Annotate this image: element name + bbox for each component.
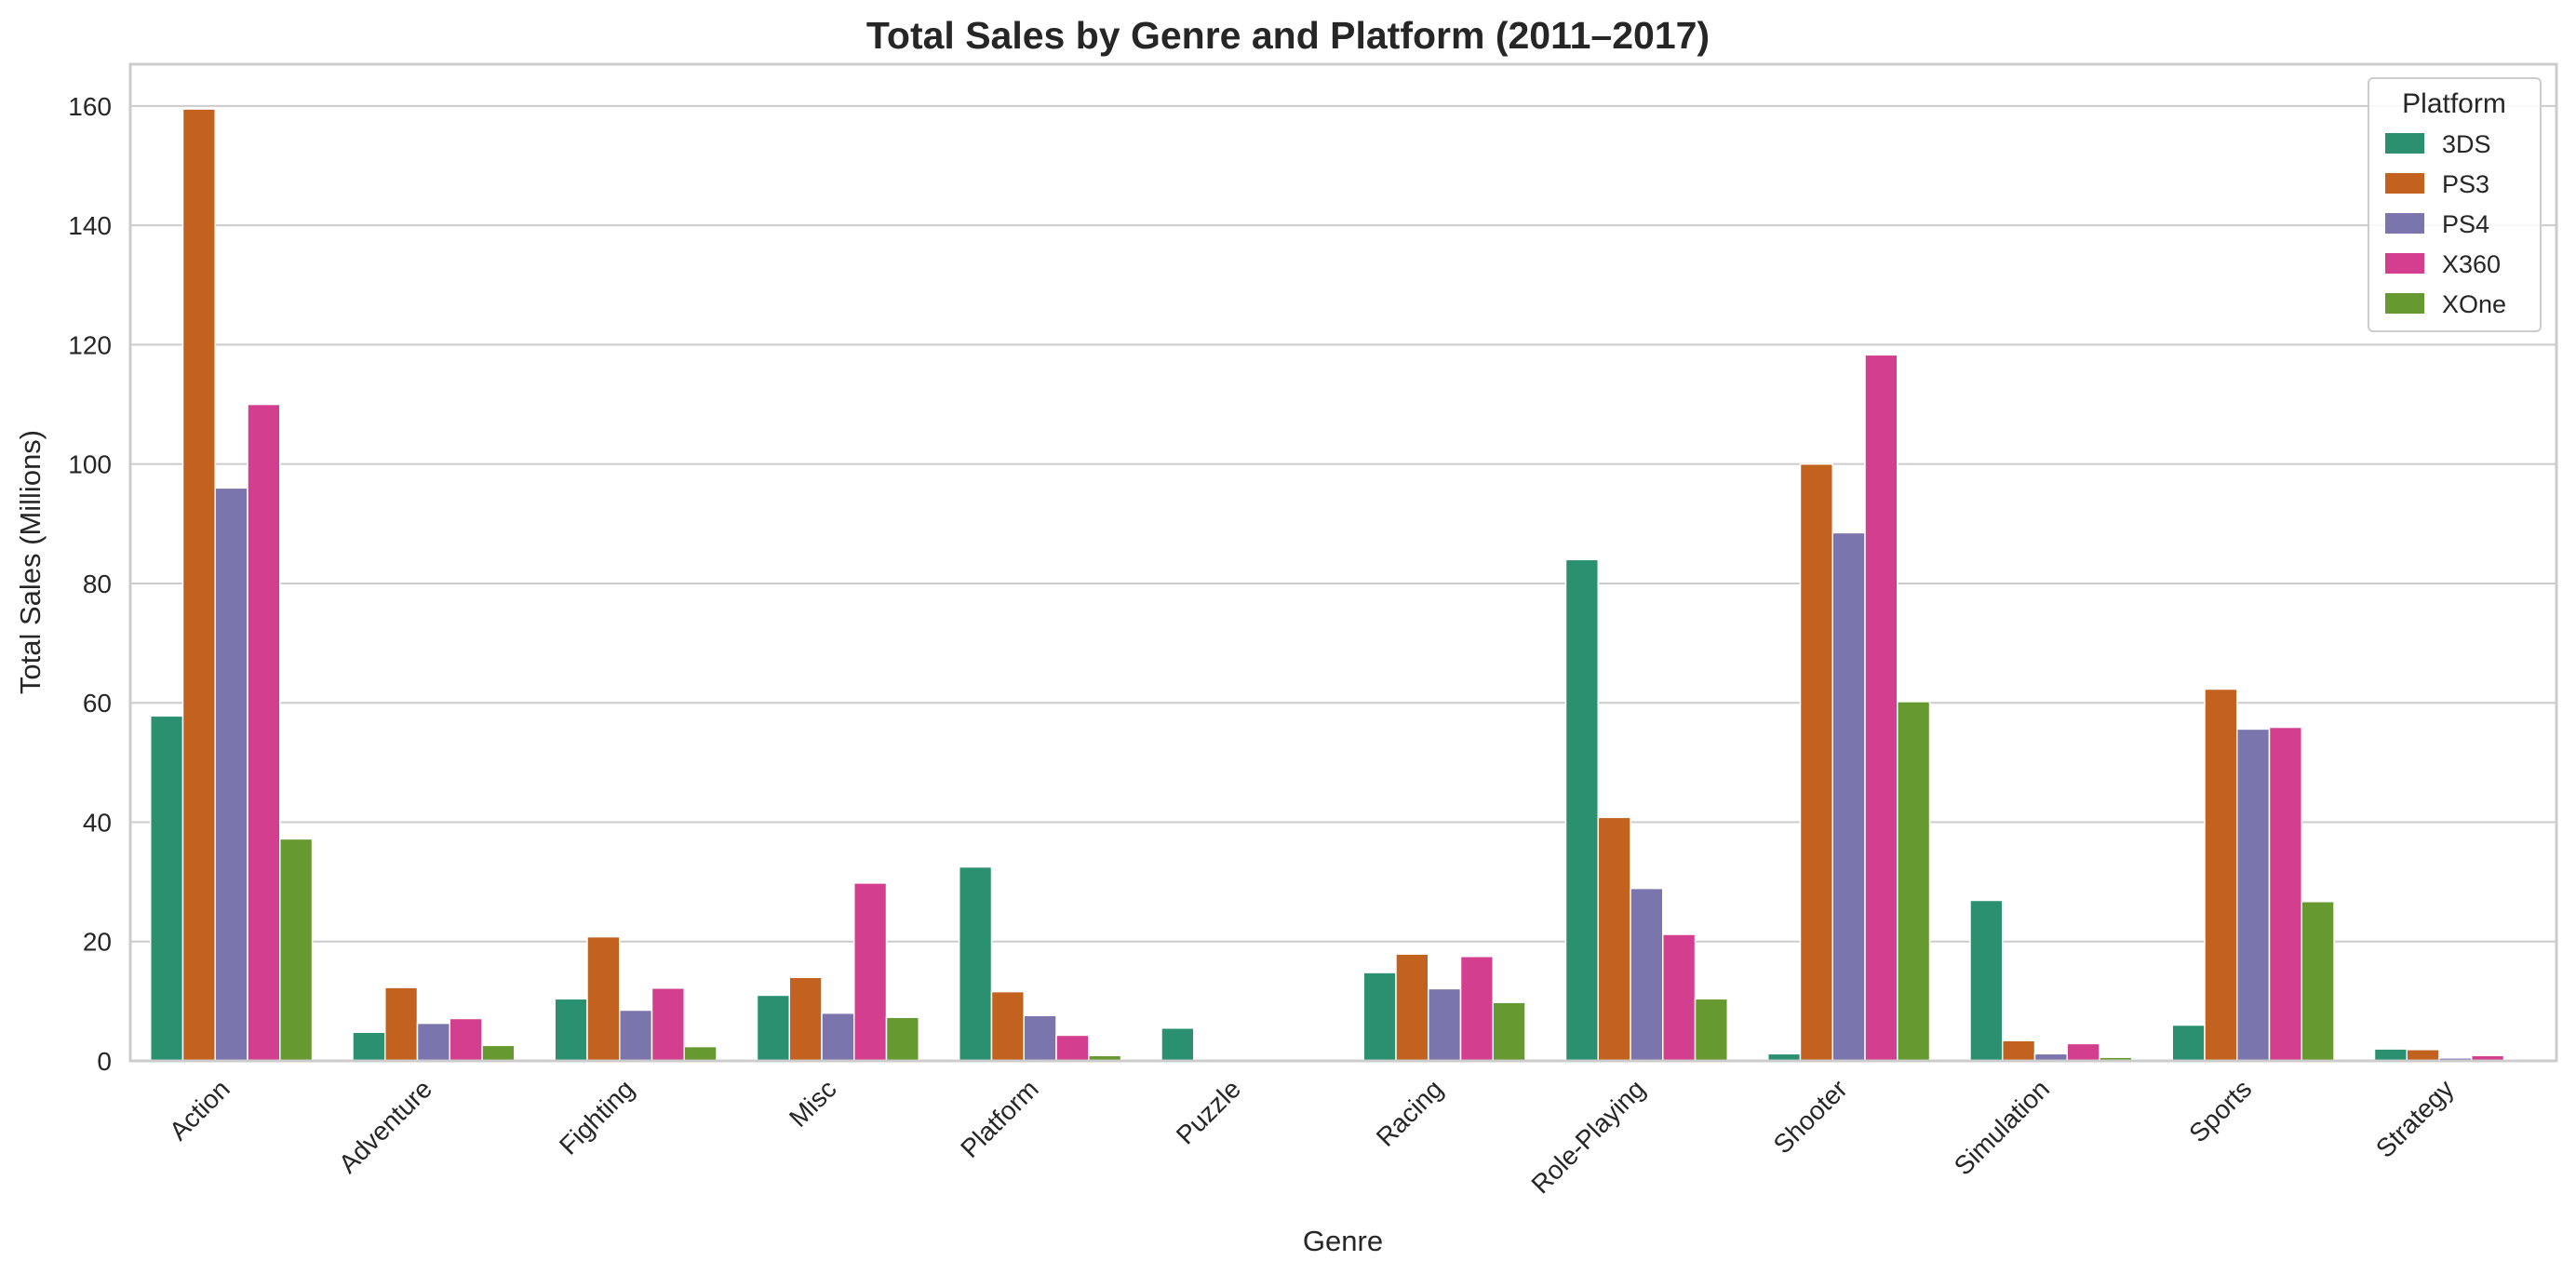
x-tick-label: Racing <box>1371 1074 1449 1152</box>
y-gridlines <box>130 104 2556 1062</box>
legend-swatch <box>2385 253 2424 274</box>
x-tick-label: Platform <box>955 1074 1044 1163</box>
bar <box>149 715 184 1062</box>
y-tick-label: 100 <box>68 450 112 479</box>
x-tick-label: Role-Playing <box>1525 1074 1650 1199</box>
legend-label: X360 <box>2442 250 2501 278</box>
bar <box>1597 816 1631 1062</box>
bar <box>383 986 419 1062</box>
bar <box>1630 887 1664 1062</box>
legend-swatch <box>2385 133 2424 154</box>
bar <box>279 838 314 1062</box>
bar <box>853 882 888 1062</box>
bar <box>885 1016 920 1062</box>
chart-title: Total Sales by Genre and Platform (2011–… <box>866 14 1710 57</box>
y-tick-label: 160 <box>68 92 112 121</box>
y-axis-label: Total Sales (Millions) <box>14 430 47 694</box>
plot-frame <box>128 62 2558 1063</box>
bar <box>481 1044 516 1062</box>
bar <box>1055 1034 1090 1062</box>
bar <box>2066 1042 2100 1062</box>
bar <box>1831 531 1866 1062</box>
bar <box>1459 956 1495 1062</box>
y-tick-label: 60 <box>83 689 112 717</box>
bar <box>1023 1014 1057 1062</box>
x-tick-label: Adventure <box>333 1074 437 1178</box>
y-tick-label: 120 <box>68 330 112 359</box>
bar <box>1362 972 1397 1062</box>
x-tick-label: Fighting <box>554 1074 639 1160</box>
y-tick-label: 140 <box>68 211 112 240</box>
y-tick-label: 80 <box>83 570 112 598</box>
bar <box>756 994 790 1062</box>
bar <box>352 1031 386 1062</box>
x-tick-label: Simulation <box>1949 1074 2055 1180</box>
y-tick-label: 40 <box>83 808 112 837</box>
bar <box>651 987 686 1062</box>
legend-label: XOne <box>2442 290 2506 318</box>
bar <box>2001 1039 2036 1062</box>
legend-label: PS3 <box>2442 170 2489 198</box>
bar <box>1492 1001 1526 1062</box>
bar <box>2235 728 2271 1062</box>
bar <box>2301 901 2335 1062</box>
legend-swatch <box>2385 173 2424 194</box>
bar <box>1969 899 2004 1062</box>
bar <box>1799 463 1833 1062</box>
legend-title: Platform <box>2402 88 2506 119</box>
bar <box>1694 998 1729 1062</box>
legend-swatch <box>2385 213 2424 234</box>
bar <box>2171 1024 2206 1062</box>
x-axis-label: Genre <box>1303 1225 1383 1257</box>
bar <box>788 976 823 1062</box>
x-tick-label: Misc <box>784 1074 842 1133</box>
bar <box>1897 701 1931 1062</box>
bar <box>416 1022 451 1062</box>
legend-swatch <box>2385 293 2424 314</box>
x-tick-label: Shooter <box>1768 1074 1853 1159</box>
x-tick-label: Strategy <box>2370 1074 2460 1163</box>
x-tick-label: Puzzle <box>1171 1074 1246 1149</box>
bar <box>214 487 248 1062</box>
bar <box>2204 688 2238 1062</box>
bar <box>683 1045 718 1062</box>
bar <box>586 935 621 1062</box>
bar <box>958 865 993 1062</box>
legend-label: PS4 <box>2442 210 2489 238</box>
bar <box>1395 953 1429 1062</box>
bar <box>1864 354 1898 1062</box>
bar <box>554 998 588 1062</box>
legend-label: 3DS <box>2442 130 2491 158</box>
bar <box>1161 1026 1195 1062</box>
x-tick-label: Sports <box>2183 1074 2257 1147</box>
bar <box>2268 726 2303 1062</box>
legend: Platform 3DS PS3 PS4 X360 XOne <box>2368 77 2542 332</box>
y-tick-label: 0 <box>97 1047 112 1076</box>
bar <box>618 1009 653 1062</box>
legend-items: 3DS PS3 PS4 X360 XOne <box>2385 130 2506 318</box>
bars <box>149 108 2505 1062</box>
y-tick-labels: 0 20 40 60 80 100 120 140 160 <box>68 92 112 1076</box>
y-tick-label: 20 <box>83 928 112 957</box>
bar <box>2373 1048 2408 1062</box>
x-tick-label: Action <box>164 1074 235 1146</box>
bar <box>247 403 281 1062</box>
bar <box>181 108 216 1062</box>
bar <box>2406 1049 2440 1062</box>
bar <box>1564 558 1599 1062</box>
bar <box>1427 987 1462 1062</box>
bar <box>821 1012 855 1062</box>
bar <box>449 1017 483 1062</box>
x-tick-labels: Action Adventure Fighting Misc Platform Puzzl… <box>164 1074 2460 1199</box>
bar <box>1662 933 1697 1062</box>
bar <box>990 990 1025 1062</box>
